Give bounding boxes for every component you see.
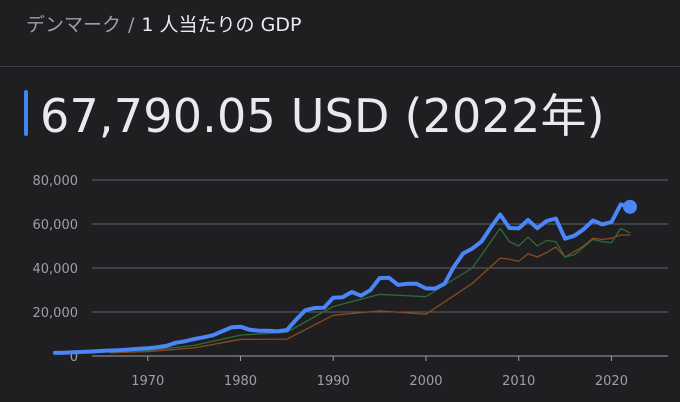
x-tick-label: 1970 <box>131 374 164 389</box>
y-tick-label: 40,000 <box>33 262 79 277</box>
x-tick-label: 2000 <box>409 374 442 389</box>
x-tick-label: 2020 <box>595 374 628 389</box>
series-line-comparison <box>109 234 631 354</box>
breadcrumb-indicator: 1 人当たりの GDP <box>141 14 302 36</box>
latest-point-marker <box>623 199 637 214</box>
y-tick-label: 60,000 <box>33 218 79 233</box>
header-divider <box>0 66 680 67</box>
value-accent-bar <box>24 90 28 136</box>
y-tick-label: 80,000 <box>33 174 79 189</box>
x-tick-label: 1990 <box>317 374 350 389</box>
y-tick-label: 0 <box>70 350 78 365</box>
x-tick-label: 1980 <box>224 374 257 389</box>
headline-value: 67,790.05 USD (2022年) <box>40 89 605 143</box>
x-tick-label: 2010 <box>502 374 535 389</box>
series-line-denmark <box>53 202 632 355</box>
y-tick-label: 20,000 <box>33 306 79 321</box>
breadcrumb-country[interactable]: デンマーク <box>26 14 122 36</box>
breadcrumb-separator: / <box>128 14 135 36</box>
breadcrumb: デンマーク / 1 人当たりの GDP <box>26 10 301 37</box>
